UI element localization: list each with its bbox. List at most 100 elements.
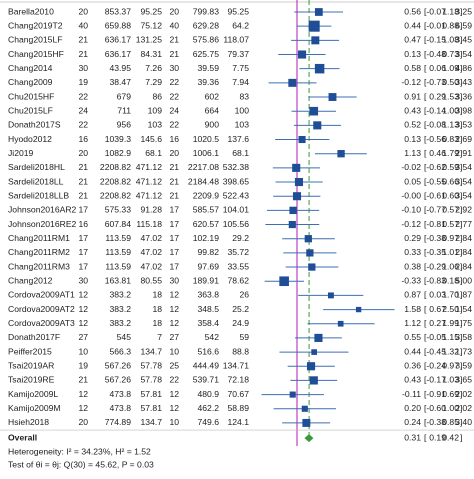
ci-low: -0.55 [426,176,446,186]
effect: 0.13 [404,49,421,59]
sd-ctrl: 7.94 [232,77,249,87]
n-ctrl: 21 [169,35,179,45]
mean-treat: 1082.9 [105,148,132,158]
n-treat: 17 [78,247,88,257]
mean-ctrl: 585.57 [193,205,220,215]
mean-ctrl: 602 [205,91,220,101]
bracket-close: ] [460,247,462,257]
ci-high: 2.50 [442,304,459,314]
mean-ctrl: 39.36 [197,77,219,87]
bracket-close: ] [460,304,462,314]
n-treat: 16 [78,134,88,144]
ci-low: -0.45 [426,346,446,356]
bracket-open: [ [424,162,427,172]
bracket-close: ] [460,162,462,172]
weight: 1.75 [455,318,472,328]
mean-ctrl: 2209.9 [193,190,220,200]
effect: 0.13 [404,134,421,144]
study: Donath2017F [8,332,60,342]
weight: 3.54 [455,162,472,172]
sd-ctrl: 58.89 [227,403,249,413]
sd-treat: 471.12 [136,190,163,200]
bracket-close: ] [460,346,462,356]
bracket-open: [ [424,148,427,158]
bracket-close: ] [460,120,462,130]
effect-square [301,405,308,412]
ci-high: 0.97 [442,233,459,243]
sd-ctrl: 33.55 [227,261,249,271]
mean-treat: 473.8 [109,389,131,399]
effect-square [294,177,303,187]
sd-treat: 7.29 [145,77,162,87]
ci-high: 0.66 [442,176,459,186]
bracket-open: [ [424,233,427,243]
n-ctrl: 12 [169,403,179,413]
effect-square [308,20,320,32]
bracket-open: [ [424,261,427,271]
mean-treat: 956 [117,120,132,130]
sd-ctrl: 78.62 [227,275,249,285]
bracket-open: [ [424,20,427,30]
overall-label: Overall [8,432,37,442]
effect: 0.87 [404,290,421,300]
sd-ctrl: 25.2 [232,304,249,314]
n-treat: 21 [78,162,88,172]
study: Chang2011RM1 [8,233,70,243]
effect: 0.43 [404,375,421,385]
ci-high: 1.00 [442,105,459,115]
weight: 3.58 [455,332,472,342]
ci-low: -0.38 [426,233,446,243]
bracket-open: [ [424,63,427,73]
bracket-close: ] [460,77,462,87]
sd-ctrl: 7.75 [232,63,249,73]
heterogeneity: Heterogeneity: I² = 34.23%, H² = 1.52 [8,446,151,456]
bracket-open: [ [424,361,427,371]
study: Chang2015HF [8,49,64,59]
weight: 3.25 [455,6,472,16]
mean-treat: 711 [117,105,131,115]
sd-ctrl: 137.6 [227,134,249,144]
ci-high: 1.00 [442,403,459,413]
effect-square [309,376,318,385]
ci-low: -0.29 [426,261,446,271]
weight: 2.91 [455,148,472,158]
n-ctrl: 10 [169,417,179,427]
ci-high: 1.03 [442,375,459,385]
sd-ctrl: 134.71 [223,361,250,371]
mean-ctrl: 575.86 [193,35,220,45]
mean-treat: 383.2 [109,318,131,328]
effect-square [298,136,306,144]
effect-square [337,320,344,327]
sd-ctrl: 68.1 [232,148,249,158]
study: Kamijo2009L [8,389,58,399]
ci-low: -0.48 [426,49,446,59]
n-treat: 12 [78,304,88,314]
effect-square [314,8,323,16]
mean-treat: 113.59 [105,233,131,243]
bracket-close: ] [460,105,462,115]
effect-square [288,220,296,229]
effect: 0.38 [404,261,421,271]
ci-high: 0.18 [442,275,459,285]
weight: 1.87 [455,290,472,300]
bracket-open: [ [424,190,427,200]
mean-treat: 2208.82 [100,190,131,200]
study: Chu2015HF [8,91,54,101]
study: Ji2019 [8,148,34,158]
ci-high: 0.88 [442,20,459,30]
bracket-close: ] [460,35,462,45]
sd-ctrl: 88.8 [232,346,249,356]
n-ctrl: 20 [169,6,179,16]
weight: 3.45 [455,35,472,45]
bracket-open: [ [424,35,427,45]
bracket-open: [ [424,91,427,101]
effect: -0.10 [401,205,421,215]
ci-high: 1.99 [442,318,459,328]
n-ctrl: 24 [169,105,179,115]
mean-treat: 113.59 [105,247,131,257]
mean-treat: 383.2 [109,290,131,300]
mean-treat: 575.33 [105,205,132,215]
bracket-close: ] [460,361,462,371]
n-treat: 10 [78,346,88,356]
n-treat: 19 [78,77,88,87]
